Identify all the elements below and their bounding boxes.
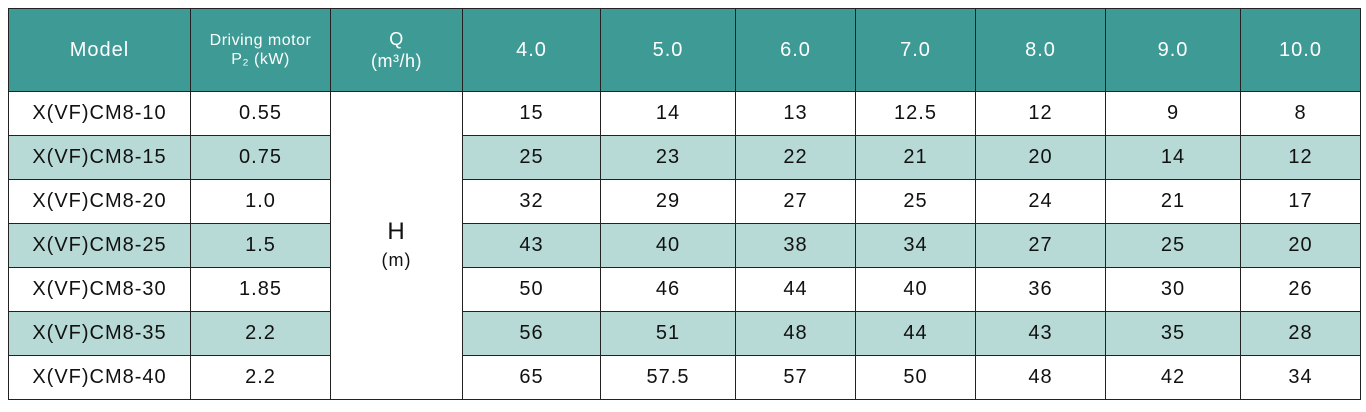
head-cell: 48 bbox=[975, 355, 1106, 400]
power-cell: 0.55 bbox=[190, 91, 331, 136]
power-cell: 1.5 bbox=[190, 223, 331, 268]
head-cell: 15 bbox=[462, 91, 601, 136]
head-cell: 12.5 bbox=[855, 91, 976, 136]
head-cell: 43 bbox=[975, 311, 1106, 356]
data-row: X(VF)CM8-20 1.0 32 29 27 25 24 21 17 bbox=[8, 179, 1361, 224]
head-label-cell: H (m) bbox=[330, 91, 463, 400]
data-row: X(VF)CM8-30 1.85 50 46 44 40 36 30 26 bbox=[8, 267, 1361, 312]
model-cell: X(VF)CM8-30 bbox=[8, 267, 191, 312]
flow-value-header: 5.0 bbox=[600, 8, 736, 92]
head-cell: 50 bbox=[462, 267, 601, 312]
head-cell: 21 bbox=[855, 135, 976, 180]
power-cell: 2.2 bbox=[190, 311, 331, 356]
head-cell: 51 bbox=[600, 311, 736, 356]
flow-value-header: 4.0 bbox=[462, 8, 601, 92]
flow-value-header: 6.0 bbox=[735, 8, 856, 92]
head-cell: 26 bbox=[1240, 267, 1361, 312]
model-cell: X(VF)CM8-25 bbox=[8, 223, 191, 268]
head-cell: 12 bbox=[1240, 135, 1361, 180]
data-row: X(VF)CM8-25 1.5 43 40 38 34 27 25 20 bbox=[8, 223, 1361, 268]
model-cell: X(VF)CM8-15 bbox=[8, 135, 191, 180]
data-row: X(VF)CM8-10 0.55 H (m) 15 14 13 12.5 12 9 8 bbox=[8, 91, 1361, 400]
flow-header-line: (m³/h) bbox=[371, 51, 422, 71]
head-label: H bbox=[387, 217, 406, 245]
head-cell: 34 bbox=[855, 223, 976, 268]
model-cell: X(VF)CM8-40 bbox=[8, 355, 191, 400]
head-cell: 36 bbox=[975, 267, 1106, 312]
head-cell: 27 bbox=[735, 179, 856, 224]
head-cell: 43 bbox=[462, 223, 601, 268]
head-cell: 25 bbox=[855, 179, 976, 224]
head-cell: 12 bbox=[975, 91, 1106, 136]
head-cell: 17 bbox=[1240, 179, 1361, 224]
flow-value-header: 9.0 bbox=[1105, 8, 1241, 92]
model-cell: X(VF)CM8-35 bbox=[8, 311, 191, 356]
head-cell: 29 bbox=[600, 179, 736, 224]
head-cell: 14 bbox=[600, 91, 736, 136]
motor-header-line: P₂ (kW) bbox=[231, 51, 290, 68]
head-cell: 40 bbox=[600, 223, 736, 268]
power-cell: 1.0 bbox=[190, 179, 331, 224]
table-body: X(VF)CM8-10 0.55 H (m) 15 14 13 12.5 12 9 8 X(VF)CM… bbox=[8, 91, 1361, 400]
model-header: Model bbox=[8, 8, 191, 92]
head-cell: 44 bbox=[855, 311, 976, 356]
head-cell: 22 bbox=[735, 135, 856, 180]
head-cell: 34 bbox=[1240, 355, 1361, 400]
head-cell: 40 bbox=[855, 267, 976, 312]
head-cell: 48 bbox=[735, 311, 856, 356]
head-cell: 14 bbox=[1105, 135, 1241, 180]
head-cell: 20 bbox=[975, 135, 1106, 180]
head-cell: 24 bbox=[975, 179, 1106, 224]
flow-header-line: Q bbox=[389, 29, 404, 49]
power-cell: 0.75 bbox=[190, 135, 331, 180]
motor-header: Driving motor P₂ (kW) bbox=[190, 8, 331, 92]
head-cell: 57 bbox=[735, 355, 856, 400]
flow-header: Q (m³/h) bbox=[330, 8, 463, 92]
head-unit: (m) bbox=[381, 249, 412, 270]
performance-table: Model Driving motor P₂ (kW) Q (m³/h) 4.0… bbox=[8, 8, 1361, 400]
model-cell: X(VF)CM8-10 bbox=[8, 91, 191, 136]
power-cell: 2.2 bbox=[190, 355, 331, 400]
table-header: Model Driving motor P₂ (kW) Q (m³/h) 4.0… bbox=[8, 8, 1361, 92]
flow-value-header: 8.0 bbox=[975, 8, 1106, 92]
data-row: X(VF)CM8-35 2.2 56 51 48 44 43 35 28 bbox=[8, 311, 1361, 356]
head-cell: 50 bbox=[855, 355, 976, 400]
head-cell: 13 bbox=[735, 91, 856, 136]
head-cell: 21 bbox=[1105, 179, 1241, 224]
motor-header-line: Driving motor bbox=[209, 32, 312, 49]
head-cell: 20 bbox=[1240, 223, 1361, 268]
head-cell: 25 bbox=[462, 135, 601, 180]
head-cell: 46 bbox=[600, 267, 736, 312]
header-row: Model Driving motor P₂ (kW) Q (m³/h) 4.0… bbox=[8, 8, 1361, 92]
head-cell: 32 bbox=[462, 179, 601, 224]
model-cell: X(VF)CM8-20 bbox=[8, 179, 191, 224]
head-cell: 42 bbox=[1105, 355, 1241, 400]
head-cell: 35 bbox=[1105, 311, 1241, 356]
head-cell: 65 bbox=[462, 355, 601, 400]
head-cell: 56 bbox=[462, 311, 601, 356]
head-cell: 25 bbox=[1105, 223, 1241, 268]
head-cell: 38 bbox=[735, 223, 856, 268]
flow-value-header: 7.0 bbox=[855, 8, 976, 92]
head-cell: 27 bbox=[975, 223, 1106, 268]
head-cell: 23 bbox=[600, 135, 736, 180]
head-cell: 9 bbox=[1105, 91, 1241, 136]
data-row: X(VF)CM8-15 0.75 25 23 22 21 20 14 12 bbox=[8, 135, 1361, 180]
data-row: X(VF)CM8-40 2.2 65 57.5 57 50 48 42 34 bbox=[8, 355, 1361, 400]
head-cell: 28 bbox=[1240, 311, 1361, 356]
head-cell: 57.5 bbox=[600, 355, 736, 400]
head-cell: 30 bbox=[1105, 267, 1241, 312]
flow-value-header: 10.0 bbox=[1240, 8, 1361, 92]
power-cell: 1.85 bbox=[190, 267, 331, 312]
head-cell: 44 bbox=[735, 267, 856, 312]
head-cell: 8 bbox=[1240, 91, 1361, 136]
